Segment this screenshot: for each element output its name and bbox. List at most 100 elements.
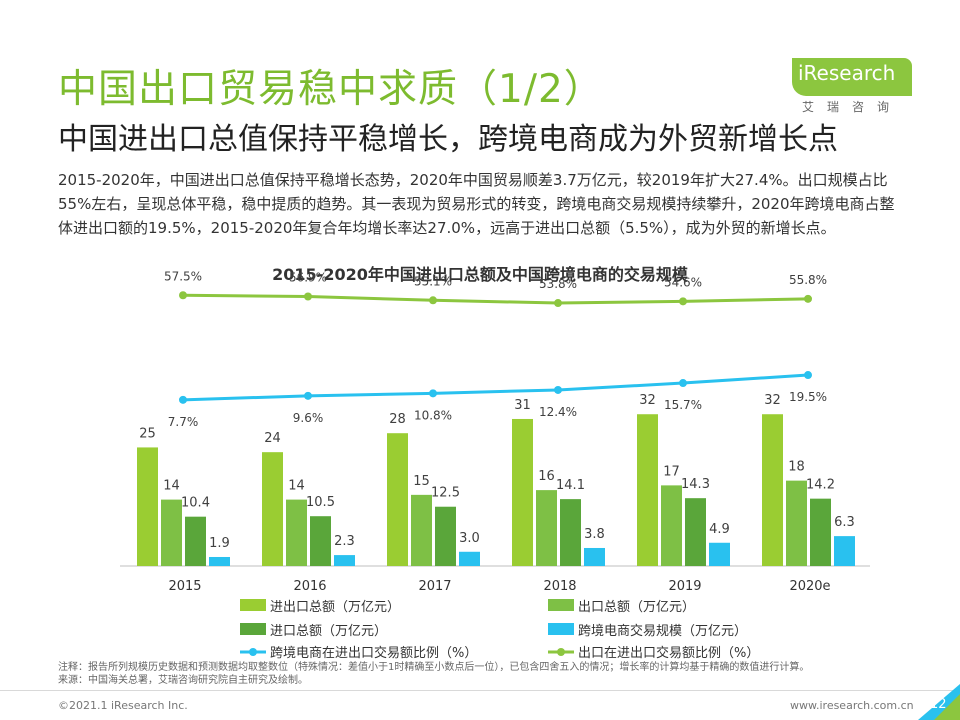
ratio-label-1-4: 54.6%: [664, 275, 702, 289]
bar-3-3: [584, 547, 605, 566]
ratio-label-1-1: 56.9%: [289, 271, 327, 285]
x-tick-label-2: 2017: [418, 579, 451, 594]
legend-swatch-1: [548, 599, 574, 611]
bar-label-2-5: 14.2: [806, 478, 835, 493]
bar-label-1-0: 14: [163, 479, 180, 494]
bar-1-4: [661, 485, 682, 566]
ratio-point-1-4: [679, 297, 687, 306]
ratio-label-0-3: 12.4%: [539, 405, 577, 419]
page-title: 中国出口贸易稳中求质（1/2）: [58, 67, 604, 112]
bar-2-2: [435, 506, 456, 566]
bar-0-2: [387, 433, 408, 566]
ratio-point-0-1: [304, 391, 312, 400]
bar-2-4: [685, 498, 706, 566]
ratio-label-0-0: 7.7%: [168, 415, 199, 429]
bar-label-1-1: 14: [288, 479, 305, 494]
bar-1-1: [286, 499, 307, 566]
bar-0-5: [762, 414, 783, 566]
bar-label-2-2: 12.5: [431, 486, 460, 501]
ratio-point-1-1: [304, 292, 312, 301]
bar-label-1-2: 15: [413, 474, 430, 489]
bar-label-3-5: 6.3: [834, 515, 855, 530]
footnote-source: 来源：中国海关总署，艾瑞咨询研究院自主研究及绘制。: [58, 675, 308, 686]
legend-label-5: 出口在进出口交易额比例（%）: [578, 645, 759, 661]
bar-3-2: [459, 551, 480, 566]
bar-1-3: [536, 490, 557, 566]
bar-label-0-0: 25: [139, 426, 156, 441]
bar-label-0-3: 31: [514, 398, 531, 413]
bar-label-2-1: 10.5: [306, 495, 335, 510]
bar-label-3-3: 3.8: [584, 527, 605, 542]
ratio-point-0-2: [429, 389, 437, 398]
ratio-point-1-3: [554, 299, 562, 308]
legend-label-0: 进出口总额（万亿元）: [270, 600, 400, 615]
iresearch-logo: iResearch: [792, 58, 912, 96]
footnote-note: 注释：报告所列规模历史数据和预测数据均取整数位（特殊情况：差值小于1时精确至小数…: [58, 662, 810, 673]
bar-label-0-2: 28: [389, 412, 406, 427]
ratio-label-0-2: 10.8%: [414, 408, 452, 422]
ratio-line-0: [182, 373, 809, 402]
ratio-point-1-0: [179, 291, 187, 300]
ratio-point-0-4: [679, 379, 687, 388]
copyright-text: ©2021.1 iResearch Inc.: [58, 699, 188, 712]
bar-label-2-3: 14.1: [556, 478, 585, 493]
page-subtitle: 中国进出口总值保持平稳增长，跨境电商成为外贸新增长点: [58, 122, 838, 157]
page-corner-decoration: [918, 684, 960, 720]
footnote: 注释：报告所列规模历史数据和预测数据均取整数位（特殊情况：差值小于1时精确至小数…: [58, 661, 809, 687]
bar-label-2-0: 10.4: [181, 496, 210, 511]
legend-marker-5: [557, 648, 565, 656]
page-number: 12: [930, 697, 947, 712]
bar-3-0: [209, 556, 230, 566]
ratio-label-0-1: 9.6%: [293, 411, 324, 425]
x-tick-label-4: 2019: [668, 579, 701, 594]
legend-swatch-0: [240, 599, 266, 611]
ratio-label-1-5: 55.8%: [789, 273, 827, 287]
bar-label-2-4: 14.3: [681, 477, 710, 492]
bar-label-0-5: 32: [764, 393, 781, 408]
bar-0-0: [137, 447, 158, 566]
intro-paragraph: 2015-2020年，中国进出口总值保持平稳增长态势，2020年中国贸易顺差3.…: [58, 171, 895, 237]
bar-1-5: [786, 480, 807, 566]
chart-title: 2015-2020年中国进出口总额及中国跨境电商的交易规模: [272, 265, 689, 284]
bar-label-3-1: 2.3: [334, 534, 355, 549]
legend-swatch-3: [548, 623, 574, 635]
footer-divider: [0, 690, 960, 691]
bar-2-1: [310, 516, 331, 566]
bar-0-3: [512, 418, 533, 566]
bar-3-1: [334, 555, 355, 566]
bar-label-0-4: 32: [639, 393, 656, 408]
bar-label-1-5: 18: [788, 460, 805, 475]
legend-swatch-2: [240, 623, 266, 635]
ratio-point-1-5: [804, 294, 812, 303]
logo-brand: iResearch: [798, 61, 896, 85]
bar-3-4: [709, 542, 730, 566]
legend-label-1: 出口总额（万亿元）: [578, 600, 695, 615]
x-tick-label-0: 2015: [168, 579, 201, 594]
ratio-label-1-0: 57.5%: [164, 269, 202, 283]
bar-1-2: [411, 494, 432, 566]
ratio-line-1: [182, 293, 809, 305]
legend-label-3: 跨境电商交易规模（万亿元）: [578, 623, 747, 639]
bar-label-1-4: 17: [663, 464, 680, 479]
bar-0-1: [262, 452, 283, 566]
ratio-point-0-0: [179, 395, 187, 404]
bar-label-3-2: 3.0: [459, 531, 480, 546]
x-tick-label-1: 2016: [293, 579, 326, 594]
logo-subtitle: 艾瑞咨询: [802, 100, 903, 114]
bar-label-3-0: 1.9: [209, 536, 230, 551]
website-link[interactable]: www.iresearch.com.cn: [790, 699, 914, 712]
legend-label-4: 跨境电商在进出口交易额比例（%）: [270, 645, 477, 661]
legend-label-2: 进口总额（万亿元）: [270, 624, 387, 639]
x-tick-label-5: 2020e: [789, 579, 830, 594]
bar-0-4: [637, 414, 658, 566]
ratio-label-0-4: 15.7%: [664, 398, 702, 412]
x-tick-label-3: 2018: [543, 579, 576, 594]
ratio-point-1-2: [429, 296, 437, 305]
ratio-point-0-3: [554, 385, 562, 394]
ratio-label-1-3: 53.8%: [539, 277, 577, 291]
bar-1-0: [161, 499, 182, 566]
ratio-label-0-5: 19.5%: [789, 390, 827, 404]
legend-marker-4: [249, 648, 257, 656]
bar-2-5: [810, 498, 831, 566]
